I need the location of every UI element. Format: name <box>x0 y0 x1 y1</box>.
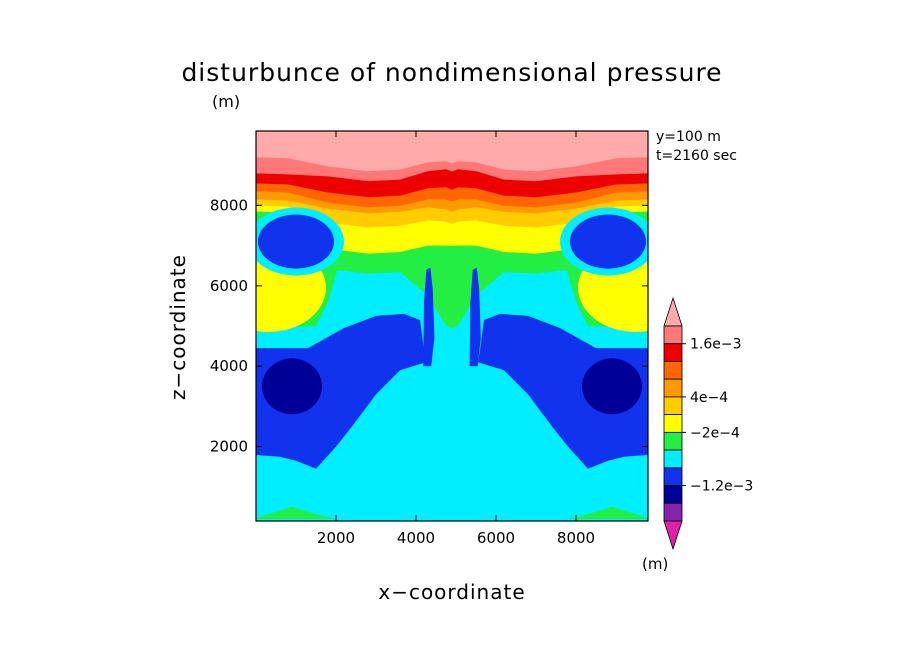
colorbar-swatch <box>663 467 683 486</box>
colorbar-swatch <box>663 361 683 380</box>
colorbar-swatch <box>663 378 683 398</box>
x-tick-label: 6000 <box>477 529 515 547</box>
colorbar-label: −2e−4 <box>690 425 740 441</box>
colorbar-swatch <box>663 431 683 451</box>
contour-band <box>432 245 472 326</box>
axes: 2000 4000 6000 8000 2000 4000 6000 8000 <box>210 131 648 547</box>
contour-band <box>256 309 648 371</box>
chart-title: disturbunce of nondimensional pressure <box>181 58 723 87</box>
contour-band <box>262 358 322 415</box>
colorbar-swatch <box>663 296 683 327</box>
contour-band <box>469 267 481 367</box>
y-axis-unit: (m) <box>212 92 241 111</box>
contour-field <box>256 131 648 521</box>
colorbar-swatch <box>663 396 683 416</box>
info-time: t=2160 sec <box>656 148 737 164</box>
y-tick-label: 2000 <box>210 438 248 456</box>
colorbar-swatch <box>663 502 683 522</box>
contour-band <box>570 214 646 269</box>
contour-band <box>256 131 648 172</box>
contour-band <box>478 313 648 469</box>
colorbar-swatch <box>663 414 683 433</box>
x-axis-label: x−coordinate <box>378 580 526 604</box>
contour-band <box>582 358 642 415</box>
x-tick-label: 4000 <box>397 529 435 547</box>
info-y-location: y=100 m <box>656 129 721 145</box>
contour-band <box>423 267 435 367</box>
colorbar-swatch <box>663 343 683 362</box>
x-tick-label: 8000 <box>557 529 595 547</box>
y-tick-label: 8000 <box>210 196 248 214</box>
contour-band <box>256 506 648 519</box>
x-tick-label: 2000 <box>317 529 355 547</box>
colorbar-label: 1.6e−3 <box>690 337 742 353</box>
contour-band <box>258 214 334 269</box>
colorbar-unit: (m) <box>642 555 669 573</box>
colorbar-label: 4e−4 <box>690 390 728 406</box>
colorbar-label: −1.2e−3 <box>690 479 753 495</box>
contour-band <box>256 313 426 469</box>
colorbar-swatch <box>663 449 683 469</box>
colorbar-swatch <box>663 520 683 551</box>
colorbar-swatch <box>663 325 683 345</box>
y-tick-label: 4000 <box>210 357 248 375</box>
colorbar-swatch <box>663 485 683 504</box>
colorbar: 1.6e−3 4e−4 −2e−4 −1.2e−3 <box>663 296 753 551</box>
y-tick-label: 6000 <box>210 277 248 295</box>
plot-frame <box>255 130 649 522</box>
